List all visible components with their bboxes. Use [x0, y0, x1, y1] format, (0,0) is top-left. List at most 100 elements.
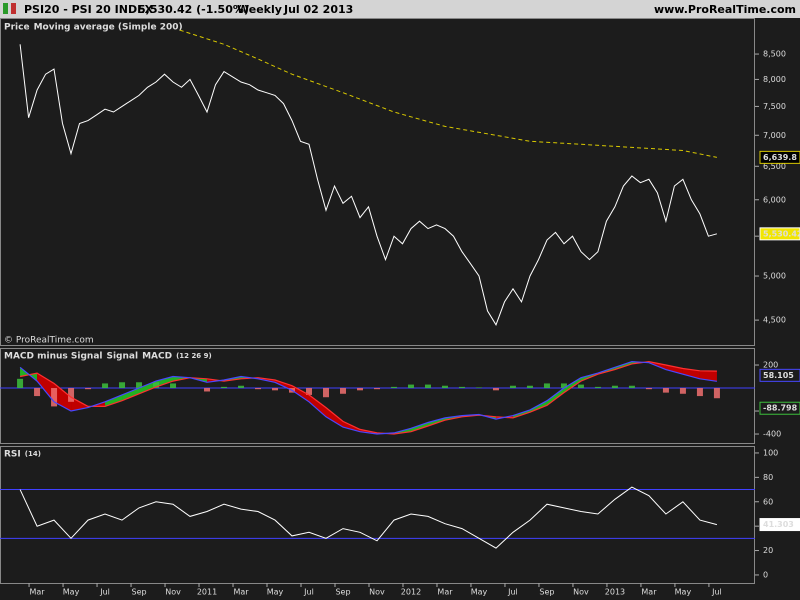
histogram-bar [458, 386, 465, 389]
macd-fill [122, 388, 140, 401]
y-tick-label: -400 [763, 430, 781, 439]
histogram-bar [713, 388, 720, 399]
macd-fill [563, 377, 581, 393]
histogram-bar [611, 385, 618, 389]
histogram-bar [356, 388, 363, 391]
x-tick-label: May [63, 588, 80, 597]
legend-entry: Price [4, 23, 30, 33]
histogram-bar [424, 384, 431, 389]
macd-fill [325, 407, 343, 428]
histogram-bar [255, 388, 262, 390]
macd-panel [0, 348, 755, 444]
x-tick-label: Jul [711, 588, 722, 597]
legend-entry: MACD minus Signal [4, 352, 102, 362]
histogram-bar [68, 388, 75, 402]
histogram-bar [373, 388, 380, 390]
macd-line [19, 360, 717, 435]
rsi-line [19, 486, 718, 549]
x-tick-label: 2012 [401, 588, 421, 597]
histogram-bar [645, 388, 652, 390]
x-tick-label: Nov [165, 588, 181, 597]
y-tick-label: 8,000 [763, 75, 786, 84]
histogram-bar [594, 386, 601, 389]
x-tick-label: Nov [573, 588, 589, 597]
y-tick-label: 6,000 [763, 195, 786, 204]
macd-fill [54, 383, 72, 412]
x-tick-label: May [675, 588, 692, 597]
macd-line [19, 360, 717, 435]
histogram-bar [322, 388, 329, 398]
y-tick-label: 7,500 [763, 102, 786, 111]
x-tick-label: Mar [30, 588, 46, 597]
histogram-bar [475, 387, 482, 389]
value-label: 41.303 [763, 520, 794, 529]
x-tick-label: 2011 [197, 588, 217, 597]
y-tick-label: 60 [763, 497, 773, 506]
macd-fill [410, 422, 428, 432]
histogram-bar [560, 383, 567, 389]
legend-entry: (12 26 9) [176, 352, 212, 360]
x-tick-label: Jul [303, 588, 314, 597]
value-label-box [759, 150, 800, 164]
histogram-bar [153, 382, 160, 389]
histogram-bar [51, 388, 58, 407]
x-tick-label: Jul [507, 588, 518, 597]
macd-fill [665, 365, 683, 375]
histogram-bar [17, 378, 24, 389]
quote: 5,530.42 (-1.50%) [138, 3, 249, 16]
x-tick-label: May [471, 588, 488, 597]
moving-average-line [179, 29, 717, 158]
value-label: 5,530.42 [763, 229, 800, 238]
histogram-bar [407, 384, 414, 389]
header-bar [0, 0, 800, 18]
x-tick-label: Mar [437, 588, 453, 597]
value-label-box [759, 227, 800, 241]
y-tick-label: 6,500 [763, 162, 786, 171]
x-tick-label: Mar [641, 588, 657, 597]
icon [3, 3, 8, 14]
period: Weekly [237, 3, 282, 16]
x-tick-label: Sep [131, 588, 146, 597]
value-label: 6,639.8 [763, 153, 797, 162]
value-label-box [759, 518, 800, 532]
histogram-bar [577, 384, 584, 389]
y-tick-label: 80 [763, 473, 773, 482]
y-tick-label: 7,000 [763, 131, 786, 140]
histogram-bar [170, 383, 177, 389]
site: www.ProRealTime.com [654, 3, 796, 16]
macd-fill [37, 373, 55, 402]
histogram-bar [102, 383, 109, 389]
histogram-bar [492, 388, 499, 391]
histogram-bar [136, 382, 143, 389]
legend-entry: (14) [25, 450, 41, 458]
y-tick-label: 20 [763, 546, 773, 555]
y-tick-label: 8,500 [763, 50, 786, 59]
legend-entry: MACD [142, 352, 172, 362]
histogram-bar [221, 386, 228, 389]
x-tick-label: Jul [99, 588, 110, 597]
histogram-bar [204, 388, 211, 392]
copyright: © ProRealTime.com [4, 336, 94, 346]
x-tick-label: 2013 [605, 588, 625, 597]
macd-fill [309, 394, 326, 417]
histogram-bar [238, 385, 245, 389]
price-line [19, 44, 718, 326]
histogram-bar [85, 388, 92, 390]
date: Jul 02 2013 [283, 3, 353, 16]
histogram-bar [679, 388, 686, 394]
histogram-bar [272, 388, 279, 391]
histogram-bar [34, 388, 41, 397]
histogram-bar [526, 385, 533, 389]
x-tick-label: Sep [539, 588, 554, 597]
macd-fill [156, 376, 174, 387]
histogram-bar [662, 388, 669, 393]
value-label: 58.105 [763, 371, 794, 380]
value-label: -88.798 [763, 404, 798, 413]
value-label-box [759, 368, 800, 382]
macd-fill [71, 397, 89, 412]
y-tick-label: 4,500 [763, 316, 786, 325]
y-tick-label: 100 [763, 448, 778, 457]
y-tick-label: 0 [763, 570, 768, 579]
